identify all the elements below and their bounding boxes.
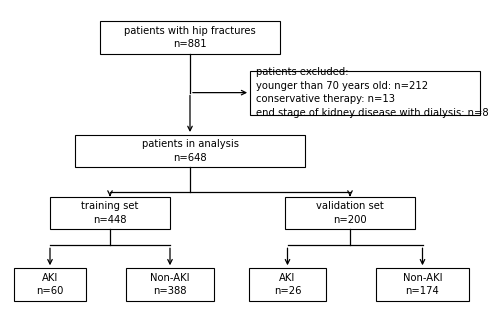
- Text: Non-AKI
n=174: Non-AKI n=174: [403, 273, 442, 296]
- Text: AKI
n=60: AKI n=60: [36, 273, 64, 296]
- FancyBboxPatch shape: [75, 135, 305, 167]
- FancyBboxPatch shape: [376, 268, 469, 301]
- Text: AKI
n=26: AKI n=26: [274, 273, 301, 296]
- Text: patients with hip fractures
n=881: patients with hip fractures n=881: [124, 26, 256, 49]
- FancyBboxPatch shape: [248, 268, 326, 301]
- FancyBboxPatch shape: [250, 71, 480, 115]
- FancyBboxPatch shape: [126, 268, 214, 301]
- Text: patients in analysis
n=648: patients in analysis n=648: [142, 139, 238, 163]
- FancyBboxPatch shape: [285, 197, 415, 229]
- FancyBboxPatch shape: [14, 268, 86, 301]
- FancyBboxPatch shape: [100, 21, 280, 54]
- Text: patients excluded:
younger than 70 years old: n=212
conservative therapy: n=13
e: patients excluded: younger than 70 years…: [256, 67, 488, 118]
- Text: Non-AKI
n=388: Non-AKI n=388: [150, 273, 190, 296]
- Text: validation set
n=200: validation set n=200: [316, 201, 384, 225]
- FancyBboxPatch shape: [50, 197, 170, 229]
- Text: training set
n=448: training set n=448: [82, 201, 138, 225]
